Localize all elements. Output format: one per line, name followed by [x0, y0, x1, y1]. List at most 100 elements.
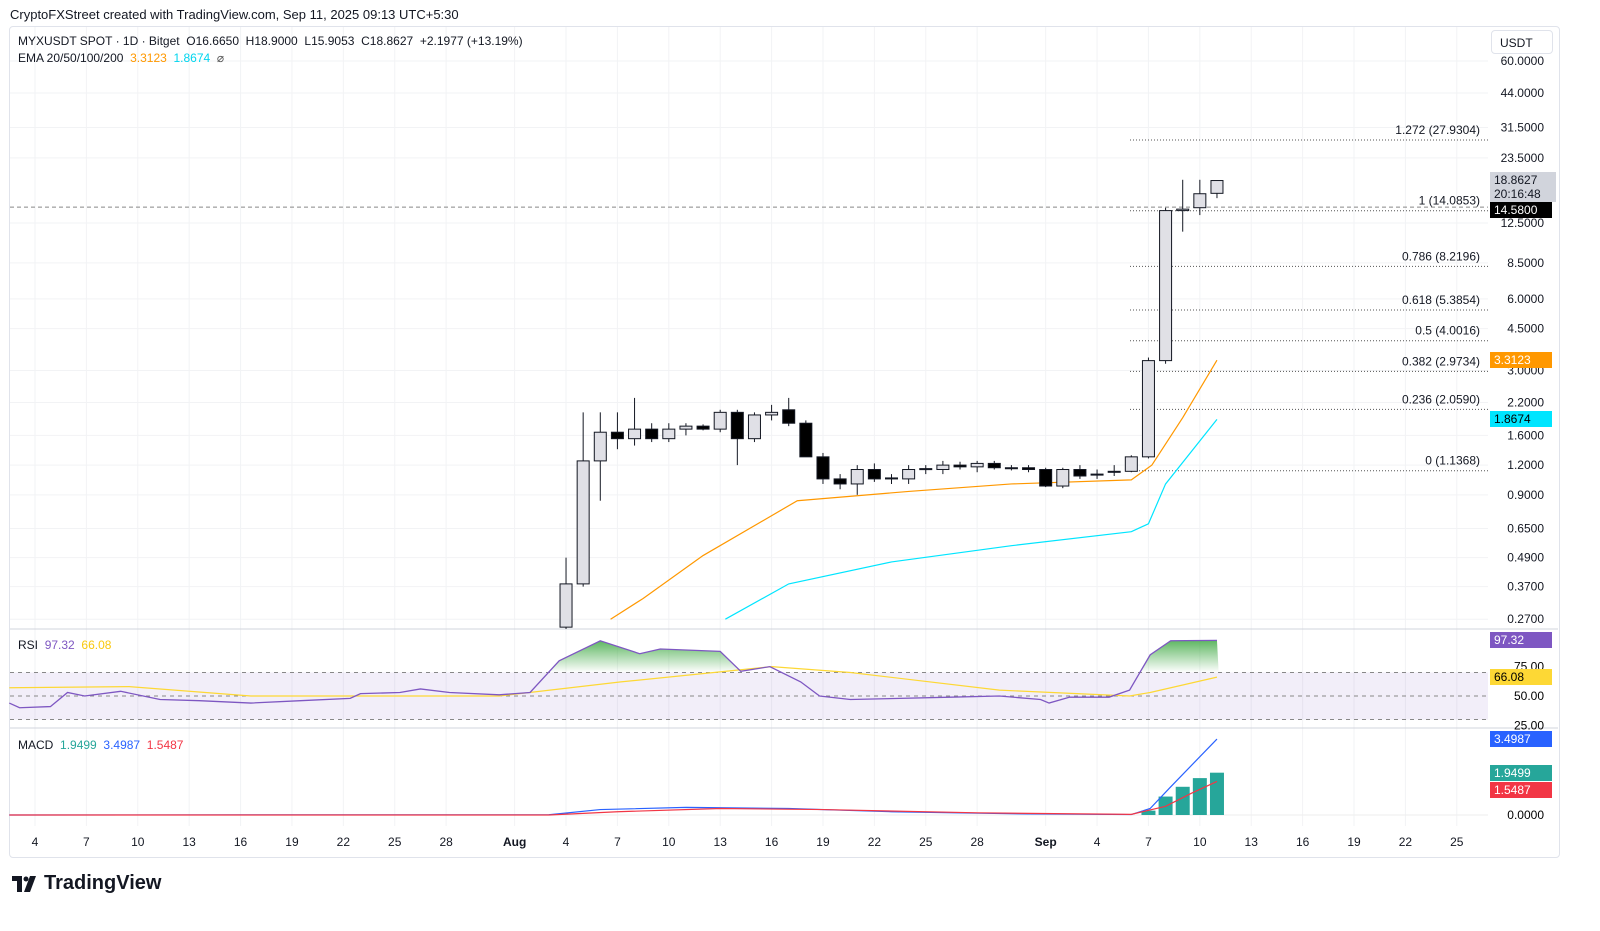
price-axis-label: 2.2000 — [1507, 395, 1544, 409]
candle-body — [987, 462, 1001, 469]
macd-histogram-bar — [1209, 772, 1224, 815]
time-axis-label: 7 — [1145, 835, 1152, 849]
price-axis-label: 23.5000 — [1501, 151, 1545, 165]
hide-indicator-icon[interactable]: ⌀ — [216, 51, 225, 65]
candle-body — [645, 428, 659, 440]
time-axis-label: 7 — [83, 835, 90, 849]
rsi-ma-tag: 66.08 — [1490, 669, 1552, 685]
candle-body — [833, 478, 847, 485]
price-axis-label: 0.4900 — [1507, 551, 1544, 565]
fib-level-label: 0.5 (4.0016) — [1415, 324, 1480, 338]
tradingview-logo[interactable]: TradingView — [12, 872, 161, 895]
fib-level-label: 0.382 (2.9734) — [1402, 354, 1480, 368]
last-price-tag: 14.5800 — [1490, 202, 1552, 218]
rsi-legend[interactable]: RSI 97.32 66.08 — [18, 638, 111, 652]
candle-body — [1193, 193, 1207, 209]
time-axis-label: 10 — [1193, 835, 1207, 849]
candle-body — [1159, 210, 1173, 362]
ema-label: EMA 20/50/100/200 — [18, 51, 124, 65]
ema20-value: 3.3123 — [130, 51, 167, 65]
candle-body — [885, 477, 898, 480]
chart-credit: CryptoFXStreet created with TradingView.… — [10, 7, 459, 22]
price-axis-label: 1.2000 — [1507, 458, 1544, 472]
candle-body — [1176, 208, 1190, 212]
candle-body — [1210, 180, 1224, 194]
time-axis-label: 25 — [919, 835, 933, 849]
time-axis-label: 13 — [182, 835, 196, 849]
time-axis-label: 4 — [1094, 835, 1101, 849]
macd-hist-tag: 1.9499 — [1490, 765, 1552, 781]
time-axis-label: 4 — [563, 835, 570, 849]
price-axis-label: 12.5000 — [1501, 216, 1545, 230]
time-axis-label: 19 — [285, 835, 299, 849]
price-axis-label: 0.3700 — [1507, 580, 1544, 594]
candle-body — [953, 464, 967, 468]
candle-body — [576, 460, 590, 585]
fib-level-label: 0.236 (2.0590) — [1402, 392, 1480, 406]
candle-body — [662, 428, 676, 440]
candle-body — [679, 425, 693, 430]
time-axis-label: 22 — [337, 835, 351, 849]
fib-level-label: 0 (1.1368) — [1425, 454, 1480, 468]
time-axis-label: 16 — [234, 835, 248, 849]
macd-signal-line — [9, 780, 1218, 816]
macd-legend[interactable]: MACD 1.9499 3.4987 1.5487 — [18, 738, 183, 752]
rsi-line — [9, 639, 1217, 709]
candle-body — [765, 411, 779, 416]
candle-body — [919, 468, 933, 471]
candle-body — [1004, 467, 1018, 470]
candle-body — [902, 469, 916, 480]
time-axis-label: 16 — [765, 835, 779, 849]
candle-body — [713, 411, 727, 430]
time-axis-label: 13 — [1245, 835, 1259, 849]
price-axis-label: 0.9000 — [1507, 488, 1544, 502]
ohlc-change: +2.1977 (+13.19%) — [419, 34, 523, 48]
time-axis-label: 19 — [1347, 835, 1361, 849]
candle-body — [730, 411, 744, 440]
candle-body — [799, 422, 813, 458]
candle-body — [747, 414, 761, 440]
tradingview-logo-icon — [12, 875, 36, 892]
candle-body — [850, 469, 864, 485]
macd-line — [9, 738, 1218, 816]
fib-level-label: 0.786 (8.2196) — [1402, 249, 1480, 263]
fib-level-label: 0.618 (5.3854) — [1402, 293, 1480, 307]
time-axis-label: 10 — [131, 835, 145, 849]
currency-selector[interactable]: USDT — [1491, 30, 1553, 54]
candle-body — [1090, 473, 1104, 476]
symbol-title[interactable]: MYXUSDT SPOT · 1D · Bitget — [18, 34, 180, 48]
price-axis-label: 4.5000 — [1507, 322, 1544, 336]
time-axis-label: 22 — [1399, 835, 1413, 849]
ema20-line — [610, 359, 1218, 620]
macd-histogram-bar — [1192, 778, 1207, 815]
candle-body — [628, 428, 642, 440]
price-axis-label: 0.6500 — [1507, 521, 1544, 535]
fib-level-label: 1 (14.0853) — [1419, 194, 1480, 208]
candle-body — [970, 462, 984, 468]
price-axis-label: 6.0000 — [1507, 292, 1544, 306]
candle-body — [782, 409, 796, 424]
rsi-axis-label: 25.00 — [1514, 718, 1544, 732]
macd-signal-value: 1.5487 — [146, 738, 184, 752]
price-axis-label: 0.2700 — [1507, 612, 1544, 626]
candle-body — [1107, 470, 1121, 473]
candle-body — [593, 431, 607, 462]
ema20-tag: 3.3123 — [1490, 352, 1552, 368]
macd-line-value: 3.4987 — [103, 738, 141, 752]
candle-body — [1056, 469, 1070, 487]
candle-body — [936, 464, 950, 471]
candle-body — [867, 469, 881, 480]
candle-body — [696, 425, 710, 430]
ema50-value: 1.8674 — [173, 51, 211, 65]
rsi-ma-line — [9, 666, 1218, 697]
time-axis-label: 28 — [970, 835, 984, 849]
time-axis-label: Aug — [503, 835, 526, 849]
current-price: 18.8627 — [1494, 173, 1538, 187]
macd-signal-tag: 1.5487 — [1490, 782, 1552, 798]
brand-name: TradingView — [44, 872, 162, 894]
chart-frame — [9, 26, 1560, 858]
ema-legend[interactable]: EMA 20/50/100/200 3.3123 1.8674 ⌀ — [18, 51, 224, 65]
symbol-legend: MYXUSDT SPOT · 1D · Bitget O16.6650 H18.… — [18, 34, 523, 48]
time-axis-label: 10 — [662, 835, 676, 849]
